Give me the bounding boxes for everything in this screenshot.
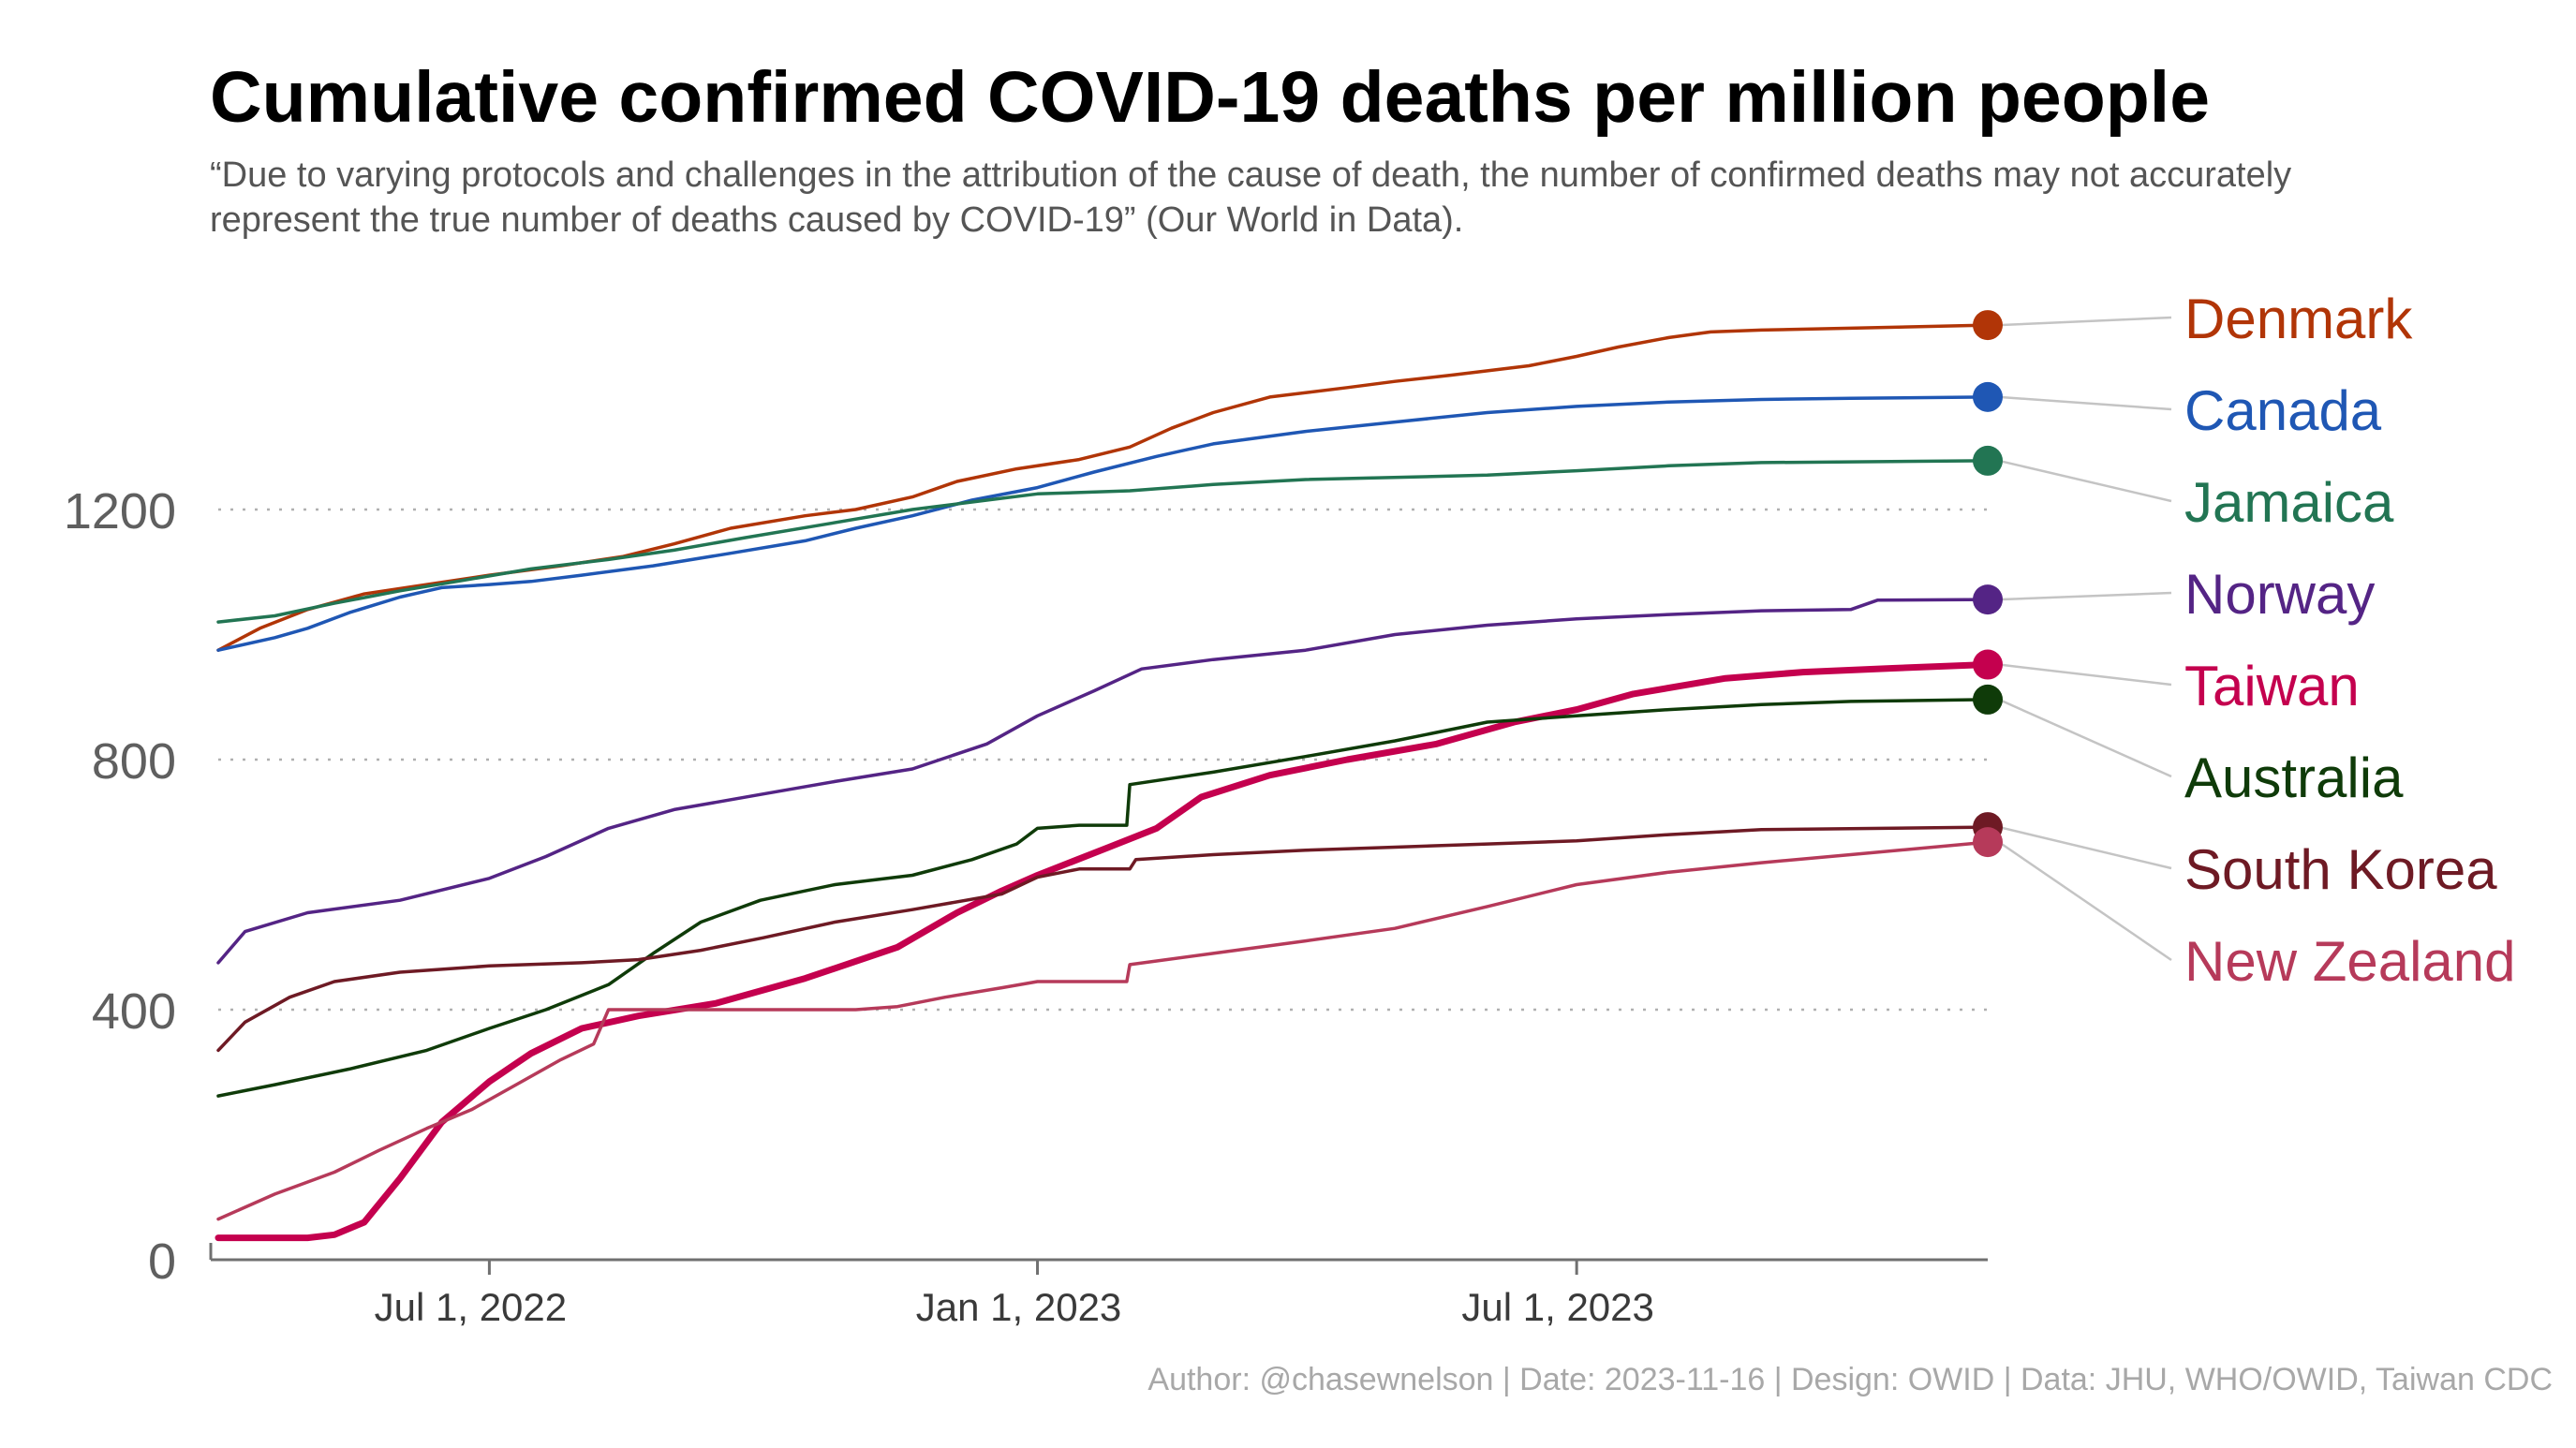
- series-label-norway: Norway: [2184, 563, 2375, 626]
- series-line-norway: [216, 598, 1990, 965]
- series-line-australia: [216, 698, 1990, 1098]
- connector-denmark: [1998, 316, 2172, 327]
- connector-south-korea: [1998, 825, 2172, 870]
- x-tick-label: Jul 1, 2022: [375, 1285, 568, 1329]
- y-tick-label: 0: [148, 1234, 176, 1290]
- end-dot-new-zealand: [1973, 827, 2003, 858]
- x-tick-label: Jul 1, 2023: [1461, 1285, 1654, 1329]
- series-labels: Denmark Canada Jamaica Norway Taiwan Australi…: [1973, 288, 2516, 993]
- end-dot-australia: [1973, 684, 2003, 715]
- y-tick-label: 800: [92, 733, 176, 790]
- series-line-taiwan: [215, 661, 1991, 1242]
- series-line-new-zealand: [216, 840, 1990, 1221]
- series-label-new-zealand: New Zealand: [2184, 930, 2516, 993]
- series-line-canada: [216, 395, 1990, 652]
- connector-australia: [1998, 698, 2172, 778]
- end-dot-norway: [1973, 584, 2003, 615]
- axes: 0 400 800 1200 Jul 1, 2022 Jan 1, 2023 Jul 1, …: [64, 483, 1988, 1329]
- grid-lines: [218, 508, 1988, 1012]
- x-tick-label: Jan 1, 2023: [916, 1285, 1122, 1329]
- series-lines: [215, 323, 1991, 1242]
- series-line-jamaica: [216, 459, 1990, 624]
- series-label-jamaica: Jamaica: [2184, 471, 2394, 534]
- series-label-denmark: Denmark: [2184, 288, 2413, 350]
- chart-title: Cumulative confirmed COVID-19 deaths per…: [210, 57, 2211, 138]
- end-dot-jamaica: [1973, 445, 2003, 476]
- connector-canada: [1998, 395, 2172, 411]
- y-tick-label: 400: [92, 983, 176, 1040]
- connector-norway: [1998, 591, 2172, 601]
- connector-new-zealand: [1998, 841, 2172, 962]
- series-label-south-korea: South Korea: [2184, 838, 2497, 901]
- series-label-australia: Australia: [2184, 746, 2404, 809]
- series-line-south-korea: [216, 825, 1990, 1053]
- end-dot-denmark: [1973, 310, 2003, 341]
- connector-taiwan: [1998, 663, 2172, 687]
- series-label-taiwan: Taiwan: [2184, 655, 2360, 717]
- series-line-denmark: [216, 323, 1990, 652]
- source-caption: Author: @chasewnelson | Date: 2023-11-16…: [1147, 1362, 2553, 1397]
- end-dot-taiwan: [1973, 649, 2003, 680]
- end-dot-canada: [1973, 381, 2003, 412]
- series-label-canada: Canada: [2184, 379, 2382, 442]
- y-tick-label: 1200: [64, 483, 176, 539]
- chart-subtitle: “Due to varying protocols and challenges…: [210, 155, 2292, 241]
- connector-jamaica: [1998, 459, 2172, 503]
